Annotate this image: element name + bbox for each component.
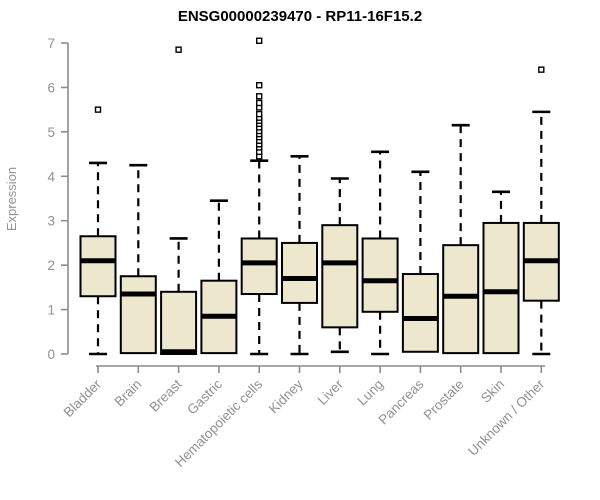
- outlier-point: [256, 37, 263, 44]
- outlier-point: [256, 110, 263, 118]
- y-axis-label: Expression: [4, 167, 19, 231]
- boxplot-gastric: [200, 199, 238, 355]
- outlier-point: [256, 82, 263, 89]
- outlier-point: [175, 46, 182, 53]
- x-category-label: Prostate: [421, 377, 467, 423]
- outlier-point: [538, 66, 545, 73]
- y-tick-label: 5: [47, 125, 55, 140]
- iqr-box: [79, 235, 117, 298]
- boxplot-brain: [119, 163, 157, 355]
- y-tick-label: 2: [47, 258, 55, 273]
- iqr-box: [361, 237, 399, 313]
- boxplot-skin: [482, 190, 520, 355]
- y-tick-label: 6: [47, 80, 55, 95]
- iqr-box: [321, 224, 359, 329]
- outlier-point: [94, 106, 102, 113]
- boxplot-bladder: [79, 106, 117, 356]
- x-category-label: Liver: [315, 376, 347, 408]
- x-category-label: Brain: [112, 377, 145, 410]
- x-category-label: Pancreas: [376, 376, 427, 427]
- y-tick-label: 7: [47, 36, 55, 51]
- iqr-box: [160, 290, 198, 355]
- outlier-point: [256, 93, 263, 100]
- x-category-label: Unknown / Other: [465, 376, 548, 459]
- x-category-label: Lung: [354, 377, 386, 409]
- iqr-box: [482, 221, 520, 355]
- boxplot-unknown-other: [522, 66, 560, 356]
- boxplot-breast: [160, 46, 198, 355]
- y-tick-label: 4: [47, 169, 55, 184]
- boxes-layer: [79, 37, 560, 356]
- iqr-box: [240, 237, 278, 296]
- boxplot-hematopoietic-cells: [240, 37, 278, 356]
- iqr-box: [442, 244, 480, 355]
- y-tick-label: 3: [47, 214, 55, 229]
- boxplot-liver: [321, 177, 359, 354]
- y-tick-label: 0: [47, 347, 55, 362]
- iqr-box: [281, 241, 318, 304]
- boxplot-lung: [361, 150, 399, 356]
- x-category-label: Bladder: [61, 376, 105, 420]
- x-category-label: Breast: [147, 376, 185, 414]
- chart-title: ENSG00000239470 - RP11-16F15.2: [178, 8, 422, 25]
- boxplot-prostate: [442, 123, 480, 355]
- outlier-point: [256, 99, 263, 107]
- x-category-label: Skin: [478, 377, 507, 406]
- boxplot-pancreas: [401, 170, 439, 353]
- iqr-box: [119, 275, 157, 355]
- iqr-box: [401, 273, 439, 353]
- x-category-label: Kidney: [266, 376, 306, 416]
- y-tick-label: 1: [47, 303, 55, 318]
- boxplot-kidney: [281, 154, 318, 356]
